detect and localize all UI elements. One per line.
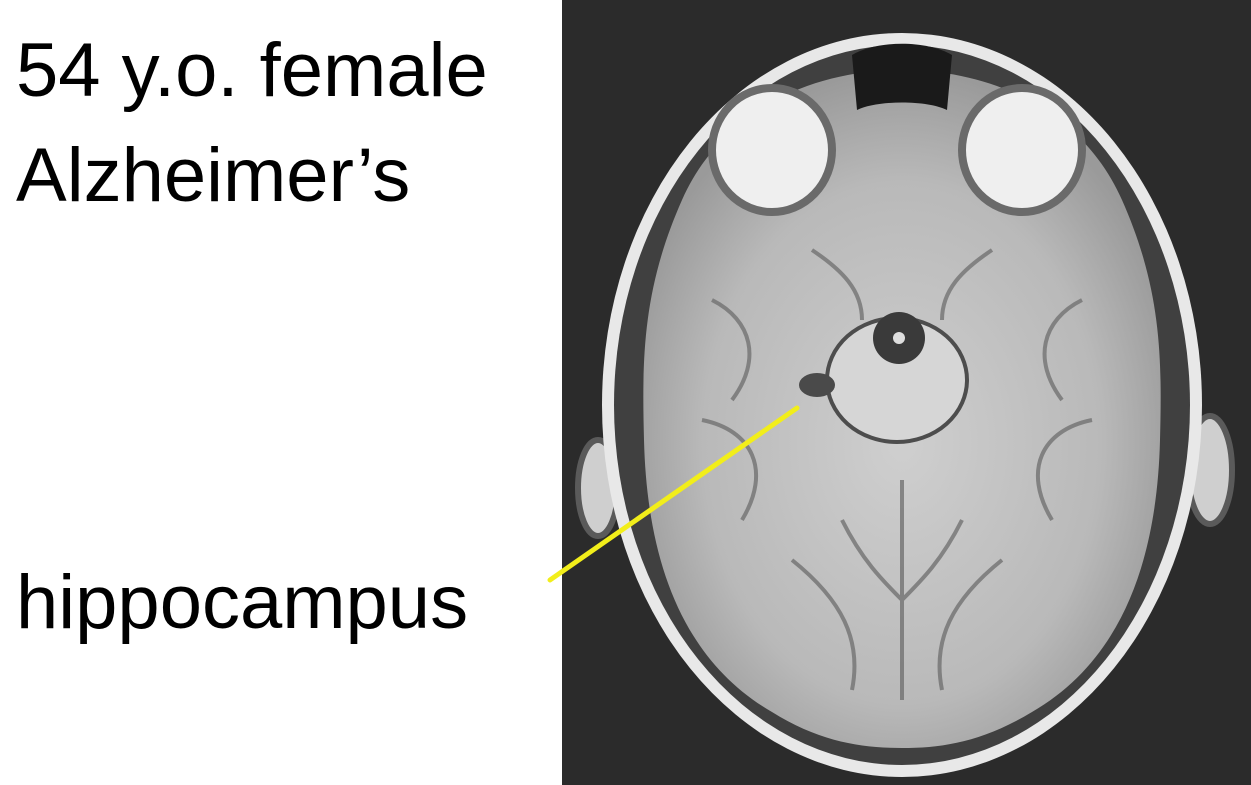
- patient-age-sex-text: 54 y.o. female: [16, 28, 488, 113]
- nasal-cavity: [852, 43, 952, 110]
- brain-mri-image: [562, 0, 1251, 785]
- diagnosis-text: Alzheimer’s: [16, 133, 411, 218]
- brain-mri-drawing: [562, 0, 1251, 785]
- hippocampus-label: hippocampus: [16, 560, 469, 645]
- left-eye: [708, 84, 836, 216]
- right-eye: [958, 84, 1086, 216]
- hippocampus-region: [799, 373, 835, 397]
